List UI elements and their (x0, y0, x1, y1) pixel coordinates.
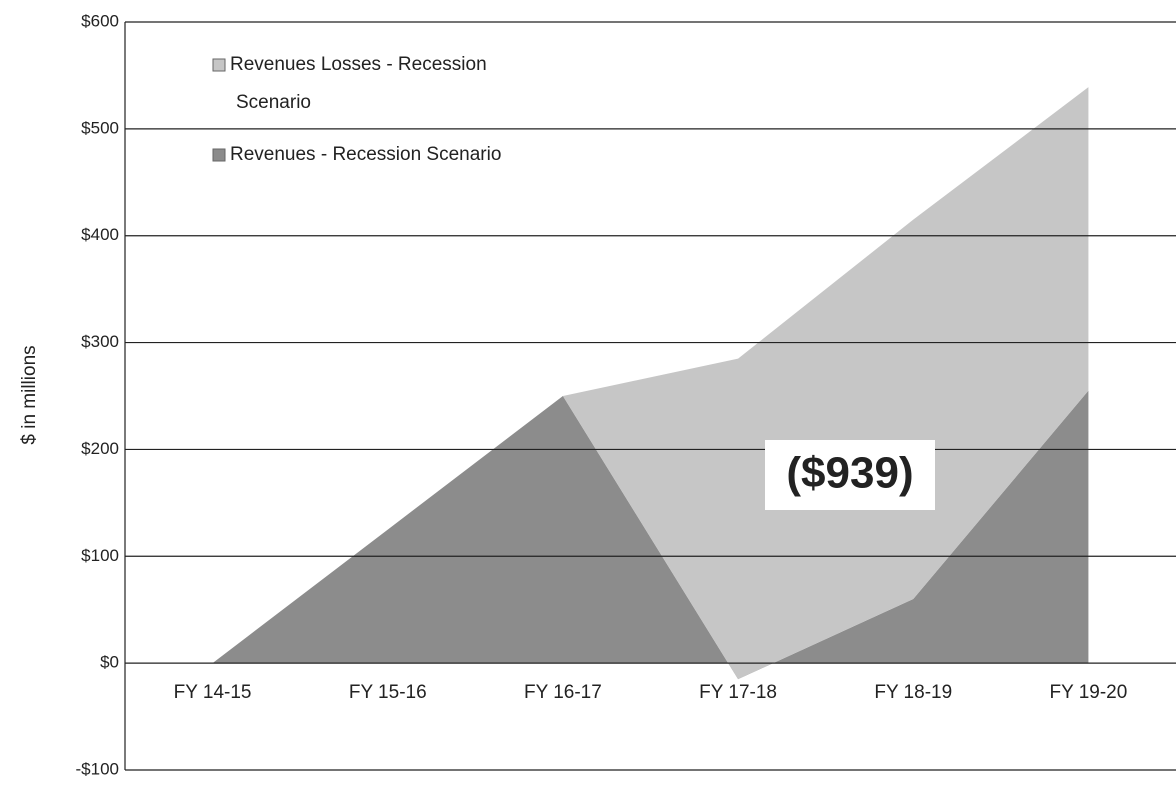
y-tick-label: $0 (100, 653, 119, 672)
y-tick-label: $400 (81, 225, 119, 244)
y-tick-label: $600 (81, 11, 119, 30)
y-tick-label: $200 (81, 439, 119, 458)
x-tick-label: FY 17-18 (699, 682, 777, 703)
legend-label: Revenues Losses - Recession Scenario (230, 54, 487, 113)
y-tick-label: $100 (81, 546, 119, 565)
y-axis-label: $ in millions (19, 345, 40, 444)
area (212, 390, 1089, 680)
x-tick-label: FY 15-16 (349, 682, 427, 703)
legend-line: Revenues Losses - Recession (230, 54, 487, 75)
x-tick-label: FY 19-20 (1050, 682, 1128, 703)
y-tick-label: $300 (81, 332, 119, 351)
annotation-box (765, 440, 935, 510)
annotation: ($939) (786, 449, 913, 498)
area (212, 87, 1089, 680)
y-tick-label: $500 (81, 118, 119, 137)
y-tick-label: -$100 (76, 759, 119, 778)
legend-label: Revenues - Recession Scenario (230, 144, 501, 165)
legend-swatch (212, 148, 226, 162)
x-tick-label: FY 18-19 (874, 682, 952, 703)
x-tick-label: FY 14-15 (174, 682, 252, 703)
legend-swatch (212, 58, 226, 72)
legend-line: Scenario (236, 92, 311, 113)
x-tick-label: FY 16-17 (524, 682, 602, 703)
